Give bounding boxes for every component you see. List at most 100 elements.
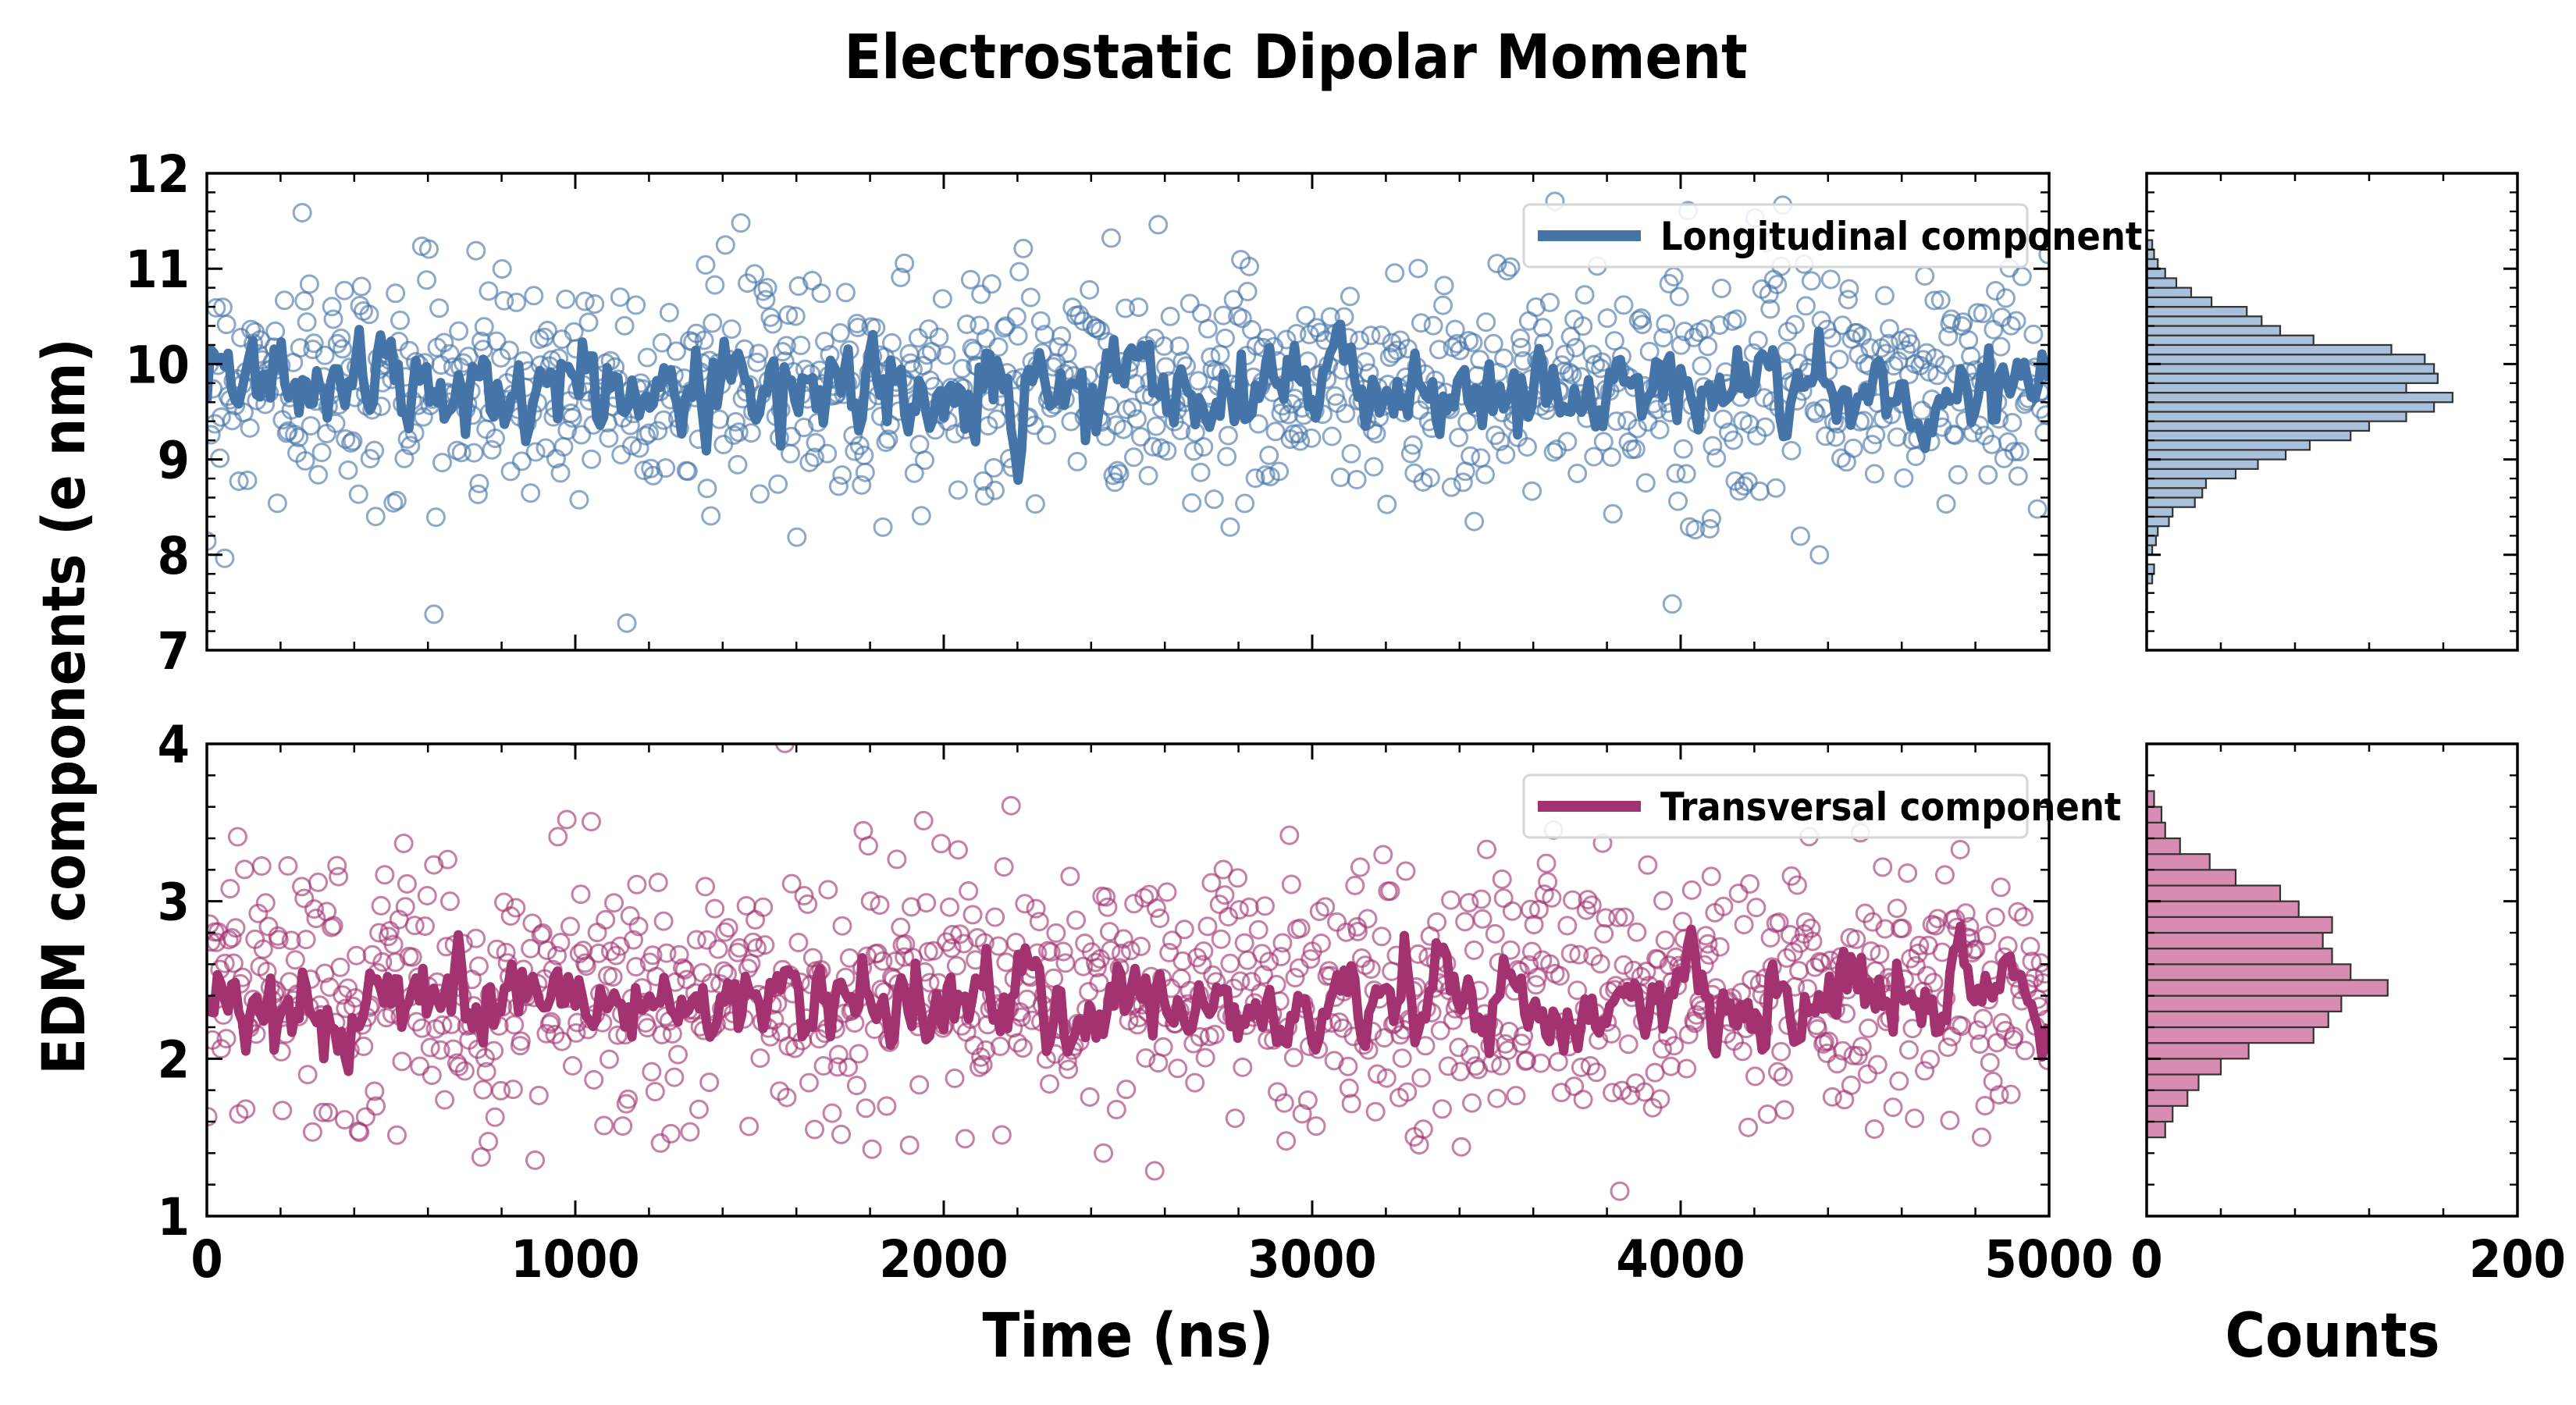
- scatter-point: [386, 283, 406, 304]
- scatter-point: [404, 423, 425, 443]
- histogram-bar: [2145, 458, 2259, 470]
- scatter-point: [642, 945, 663, 966]
- scatter-point: [1511, 337, 1532, 357]
- histogram-bar: [2145, 1058, 2222, 1076]
- scatter-point: [620, 415, 640, 436]
- scatter-point: [1146, 898, 1166, 919]
- scatter-point: [817, 443, 838, 464]
- scatter-point: [1380, 881, 1400, 902]
- scatter-point: [278, 855, 298, 876]
- scatter-point: [705, 275, 725, 295]
- scatter-point: [1168, 1058, 1188, 1079]
- scatter-point: [1403, 435, 1423, 455]
- scatter-point: [1567, 980, 1588, 1001]
- scatter-point: [1580, 1055, 1600, 1076]
- scatter-point: [528, 1085, 549, 1105]
- scatter-point: [1471, 889, 1492, 909]
- scatter-point: [1677, 1058, 1697, 1079]
- scatter-point: [637, 347, 657, 368]
- scatter-point: [739, 1116, 760, 1136]
- scatter-point: [1233, 1057, 1253, 1077]
- scatter-point: [1846, 929, 1866, 949]
- scatter-point: [1578, 890, 1598, 910]
- scatter-point: [1276, 329, 1297, 350]
- scatter-point: [1995, 288, 2016, 308]
- scatter-point: [240, 418, 260, 438]
- scatter-point: [1566, 337, 1586, 357]
- scatter-point: [1096, 426, 1116, 446]
- scatter-point: [680, 1122, 700, 1142]
- histogram-bar: [2145, 884, 2282, 902]
- scatter-point: [1713, 896, 1734, 916]
- scatter-point: [1656, 314, 1676, 334]
- scatter-point: [1857, 1064, 1877, 1084]
- scatter-point: [1754, 388, 1774, 408]
- scatter-point: [815, 331, 835, 351]
- scatter-point: [276, 423, 297, 443]
- scatter-point: [1476, 312, 1496, 333]
- scatter-point: [295, 450, 315, 471]
- scatter-point: [1201, 347, 1221, 367]
- scatter-point: [434, 333, 454, 353]
- scatter-point: [846, 1076, 866, 1096]
- scatter-point: [1511, 1033, 1532, 1054]
- histogram-bar: [2145, 853, 2211, 871]
- scatter-point: [1408, 944, 1429, 964]
- scatter-point: [1013, 238, 1034, 258]
- scatter-point: [315, 345, 335, 365]
- scatter-point: [1686, 1005, 1706, 1025]
- scatter-point: [524, 286, 544, 306]
- scatter-point: [1649, 419, 1670, 439]
- scatter-point: [336, 429, 356, 449]
- scatter-point: [1676, 464, 1696, 484]
- scatter-point: [1255, 896, 1276, 916]
- scatter-point: [703, 313, 723, 333]
- scatter-point: [596, 909, 616, 930]
- scatter-point: [1831, 448, 1852, 468]
- scatter-point: [1500, 940, 1521, 960]
- y-tick-label: 4: [158, 715, 190, 775]
- scatter-point: [1053, 941, 1073, 962]
- scatter-point: [1067, 451, 1087, 471]
- scatter-point: [987, 409, 1007, 429]
- scatter-point: [216, 1029, 237, 1049]
- histogram-bar: [2145, 1010, 2329, 1029]
- scatter-point: [1051, 326, 1072, 347]
- scatter-point: [487, 939, 507, 959]
- scatter-point: [1201, 873, 1222, 893]
- scatter-point: [1766, 478, 1786, 498]
- scatter-point: [931, 834, 952, 854]
- scatter-point: [1130, 936, 1151, 956]
- scatter-point: [653, 911, 674, 931]
- scatter-point: [1276, 1131, 1297, 1151]
- y-tick-label: 8: [158, 526, 190, 586]
- scatter-point: [705, 898, 725, 919]
- scatter-point: [1614, 955, 1634, 975]
- scatter-point: [1898, 863, 1918, 884]
- scatter-point: [1499, 1022, 1519, 1042]
- scatter-point: [443, 1039, 464, 1059]
- scatter-point: [402, 947, 422, 967]
- scatter-point: [1169, 336, 1190, 356]
- scatter-point: [1801, 271, 1821, 291]
- scatter-point: [1338, 1056, 1358, 1076]
- scatter-point: [843, 425, 863, 446]
- scatter-point: [1350, 330, 1370, 350]
- scatter-point: [2009, 442, 2030, 462]
- scatter-point: [1976, 926, 1997, 946]
- scatter-point: [575, 291, 595, 311]
- scatter-point: [338, 460, 358, 480]
- scatter-point: [1985, 907, 2005, 927]
- y-tick-label: 9: [158, 431, 190, 491]
- scatter-point: [659, 302, 679, 322]
- scatter-point: [1564, 1076, 1585, 1097]
- scatter-point: [466, 240, 486, 261]
- scatter-point: [713, 435, 734, 455]
- scatter-point: [466, 928, 486, 948]
- scatter-point: [1127, 1015, 1147, 1035]
- scatter-point: [1336, 922, 1357, 942]
- scatter-point: [1802, 931, 1823, 951]
- scatter-point: [1235, 493, 1255, 514]
- scatter-point: [1861, 941, 1881, 961]
- scatter-point: [1279, 825, 1300, 845]
